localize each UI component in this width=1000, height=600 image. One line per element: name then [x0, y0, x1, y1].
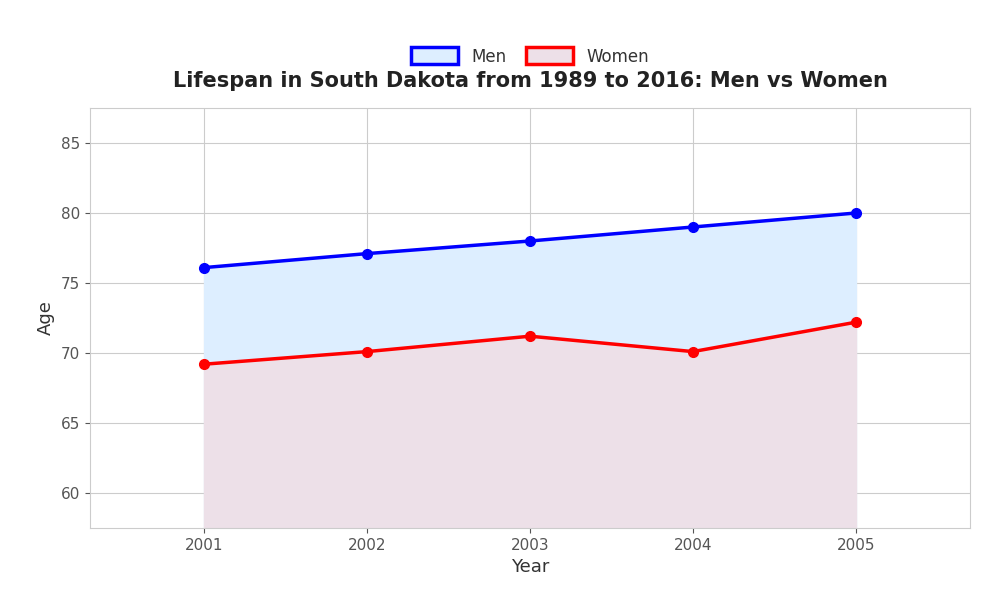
- Title: Lifespan in South Dakota from 1989 to 2016: Men vs Women: Lifespan in South Dakota from 1989 to 20…: [173, 71, 887, 91]
- Legend: Men, Women: Men, Women: [404, 41, 656, 72]
- Y-axis label: Age: Age: [37, 301, 55, 335]
- X-axis label: Year: Year: [511, 558, 549, 576]
